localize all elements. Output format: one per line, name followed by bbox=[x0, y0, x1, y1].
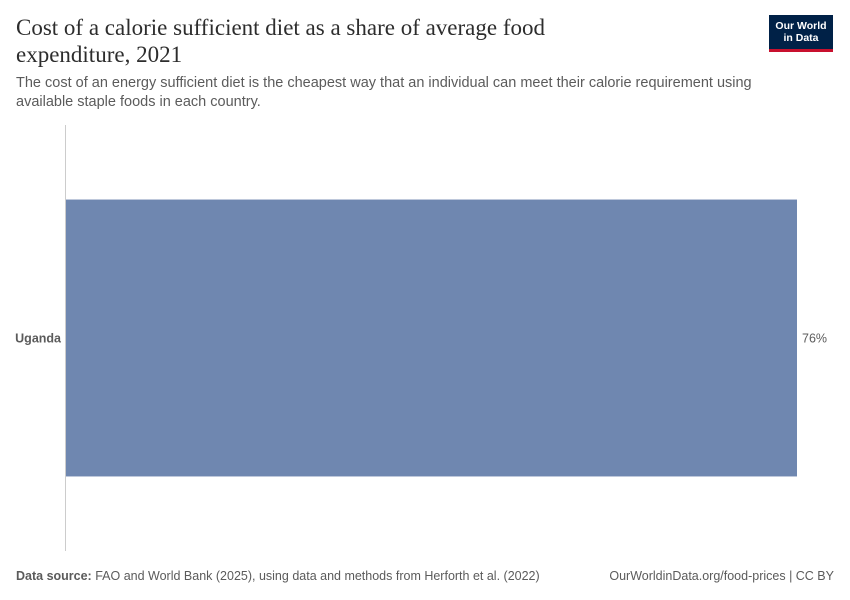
value-label-uganda: 76% bbox=[802, 332, 827, 346]
data-source-text: FAO and World Bank (2025), using data an… bbox=[95, 569, 540, 583]
source-link[interactable]: OurWorldinData.org/food-prices | CC BY bbox=[609, 569, 834, 583]
owid-logo[interactable]: Our World in Data bbox=[769, 15, 833, 52]
logo-line-1: Our World bbox=[775, 20, 827, 32]
data-source: Data source: FAO and World Bank (2025), … bbox=[16, 569, 540, 583]
data-source-label: Data source: bbox=[16, 569, 92, 583]
logo-line-2: in Data bbox=[783, 32, 819, 44]
chart-subtitle: The cost of an energy sufficient diet is… bbox=[16, 75, 752, 110]
chart-title: Cost of a calorie sufficient diet as a s… bbox=[16, 15, 545, 67]
category-label-uganda: Uganda bbox=[15, 332, 62, 346]
bar-uganda[interactable] bbox=[66, 199, 797, 477]
